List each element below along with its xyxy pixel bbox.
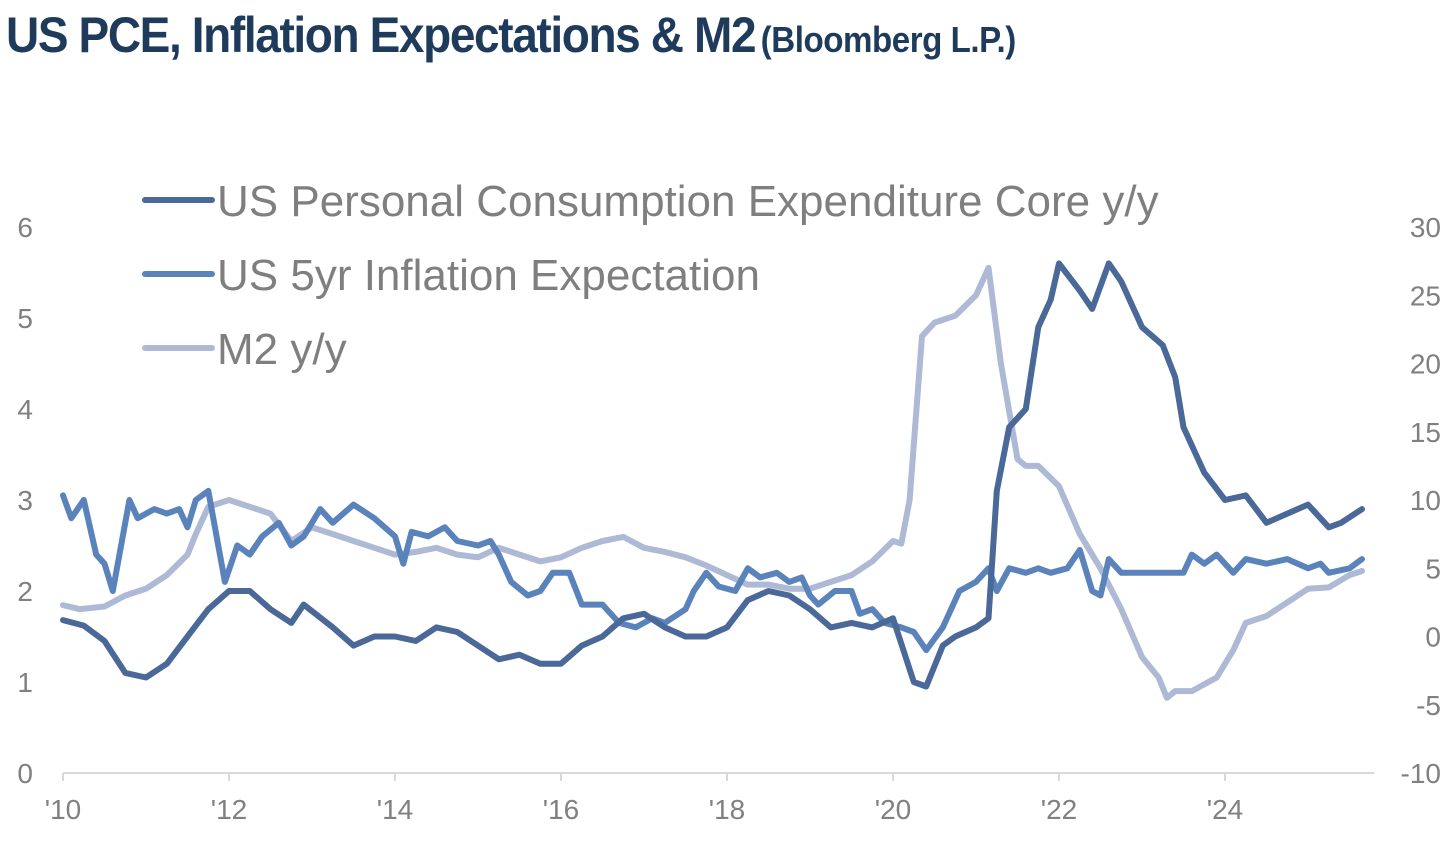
legend-label: US Personal Consumption Expenditure Core…: [217, 177, 1159, 226]
x-tick-label: '10: [45, 794, 82, 825]
legend-label: M2 y/y: [217, 325, 347, 374]
series-line-0: [60, 260, 1365, 690]
x-tick-label: '18: [709, 794, 746, 825]
y-left-tick-label: 2: [17, 576, 33, 607]
y-right-tick-label: -5: [1416, 690, 1441, 721]
y-left-tick-label: 4: [17, 394, 33, 425]
x-tick-label: '12: [211, 794, 248, 825]
chart-title-source: (Bloomberg L.P.): [760, 19, 1017, 60]
y-right-tick-label: -10: [1401, 758, 1441, 789]
y-left-tick-label: 1: [17, 667, 33, 698]
legend-label: US 5yr Inflation Expectation: [217, 251, 760, 300]
x-tick-label: '14: [377, 794, 414, 825]
x-tick-label: '20: [875, 794, 912, 825]
y-right-tick-label: 0: [1425, 622, 1441, 653]
legend: US Personal Consumption Expenditure Core…: [142, 177, 1159, 374]
y-left-tick-label: 0: [17, 758, 33, 789]
chart-title: US PCE, Inflation Expectations & M2 (Bloo…: [6, 6, 1016, 64]
y-left-tick-label: 3: [17, 485, 33, 516]
x-tick-label: '16: [543, 794, 580, 825]
chart-title-main: US PCE, Inflation Expectations & M2: [6, 7, 757, 63]
y-right-tick-label: 15: [1410, 417, 1441, 448]
y-left-tick-label: 6: [17, 212, 33, 243]
y-right-tick-label: 10: [1410, 485, 1441, 516]
axes: '10 '12 '14 '16 '18 '20 '22 '24 0 1 2 3 4 5 6 -10 -5 0 5 10…: [17, 212, 1441, 825]
y-left-tick-label: 5: [17, 303, 33, 334]
y-right-tick-label: 20: [1410, 349, 1441, 380]
x-tick-label: '22: [1041, 794, 1078, 825]
x-tick-label: '24: [1207, 794, 1244, 825]
y-right-tick-label: 25: [1410, 280, 1441, 311]
y-right-tick-label: 30: [1410, 212, 1441, 243]
series-line-1: [60, 487, 1365, 654]
series-lines: [60, 260, 1365, 701]
y-right-tick-label: 5: [1425, 553, 1441, 584]
